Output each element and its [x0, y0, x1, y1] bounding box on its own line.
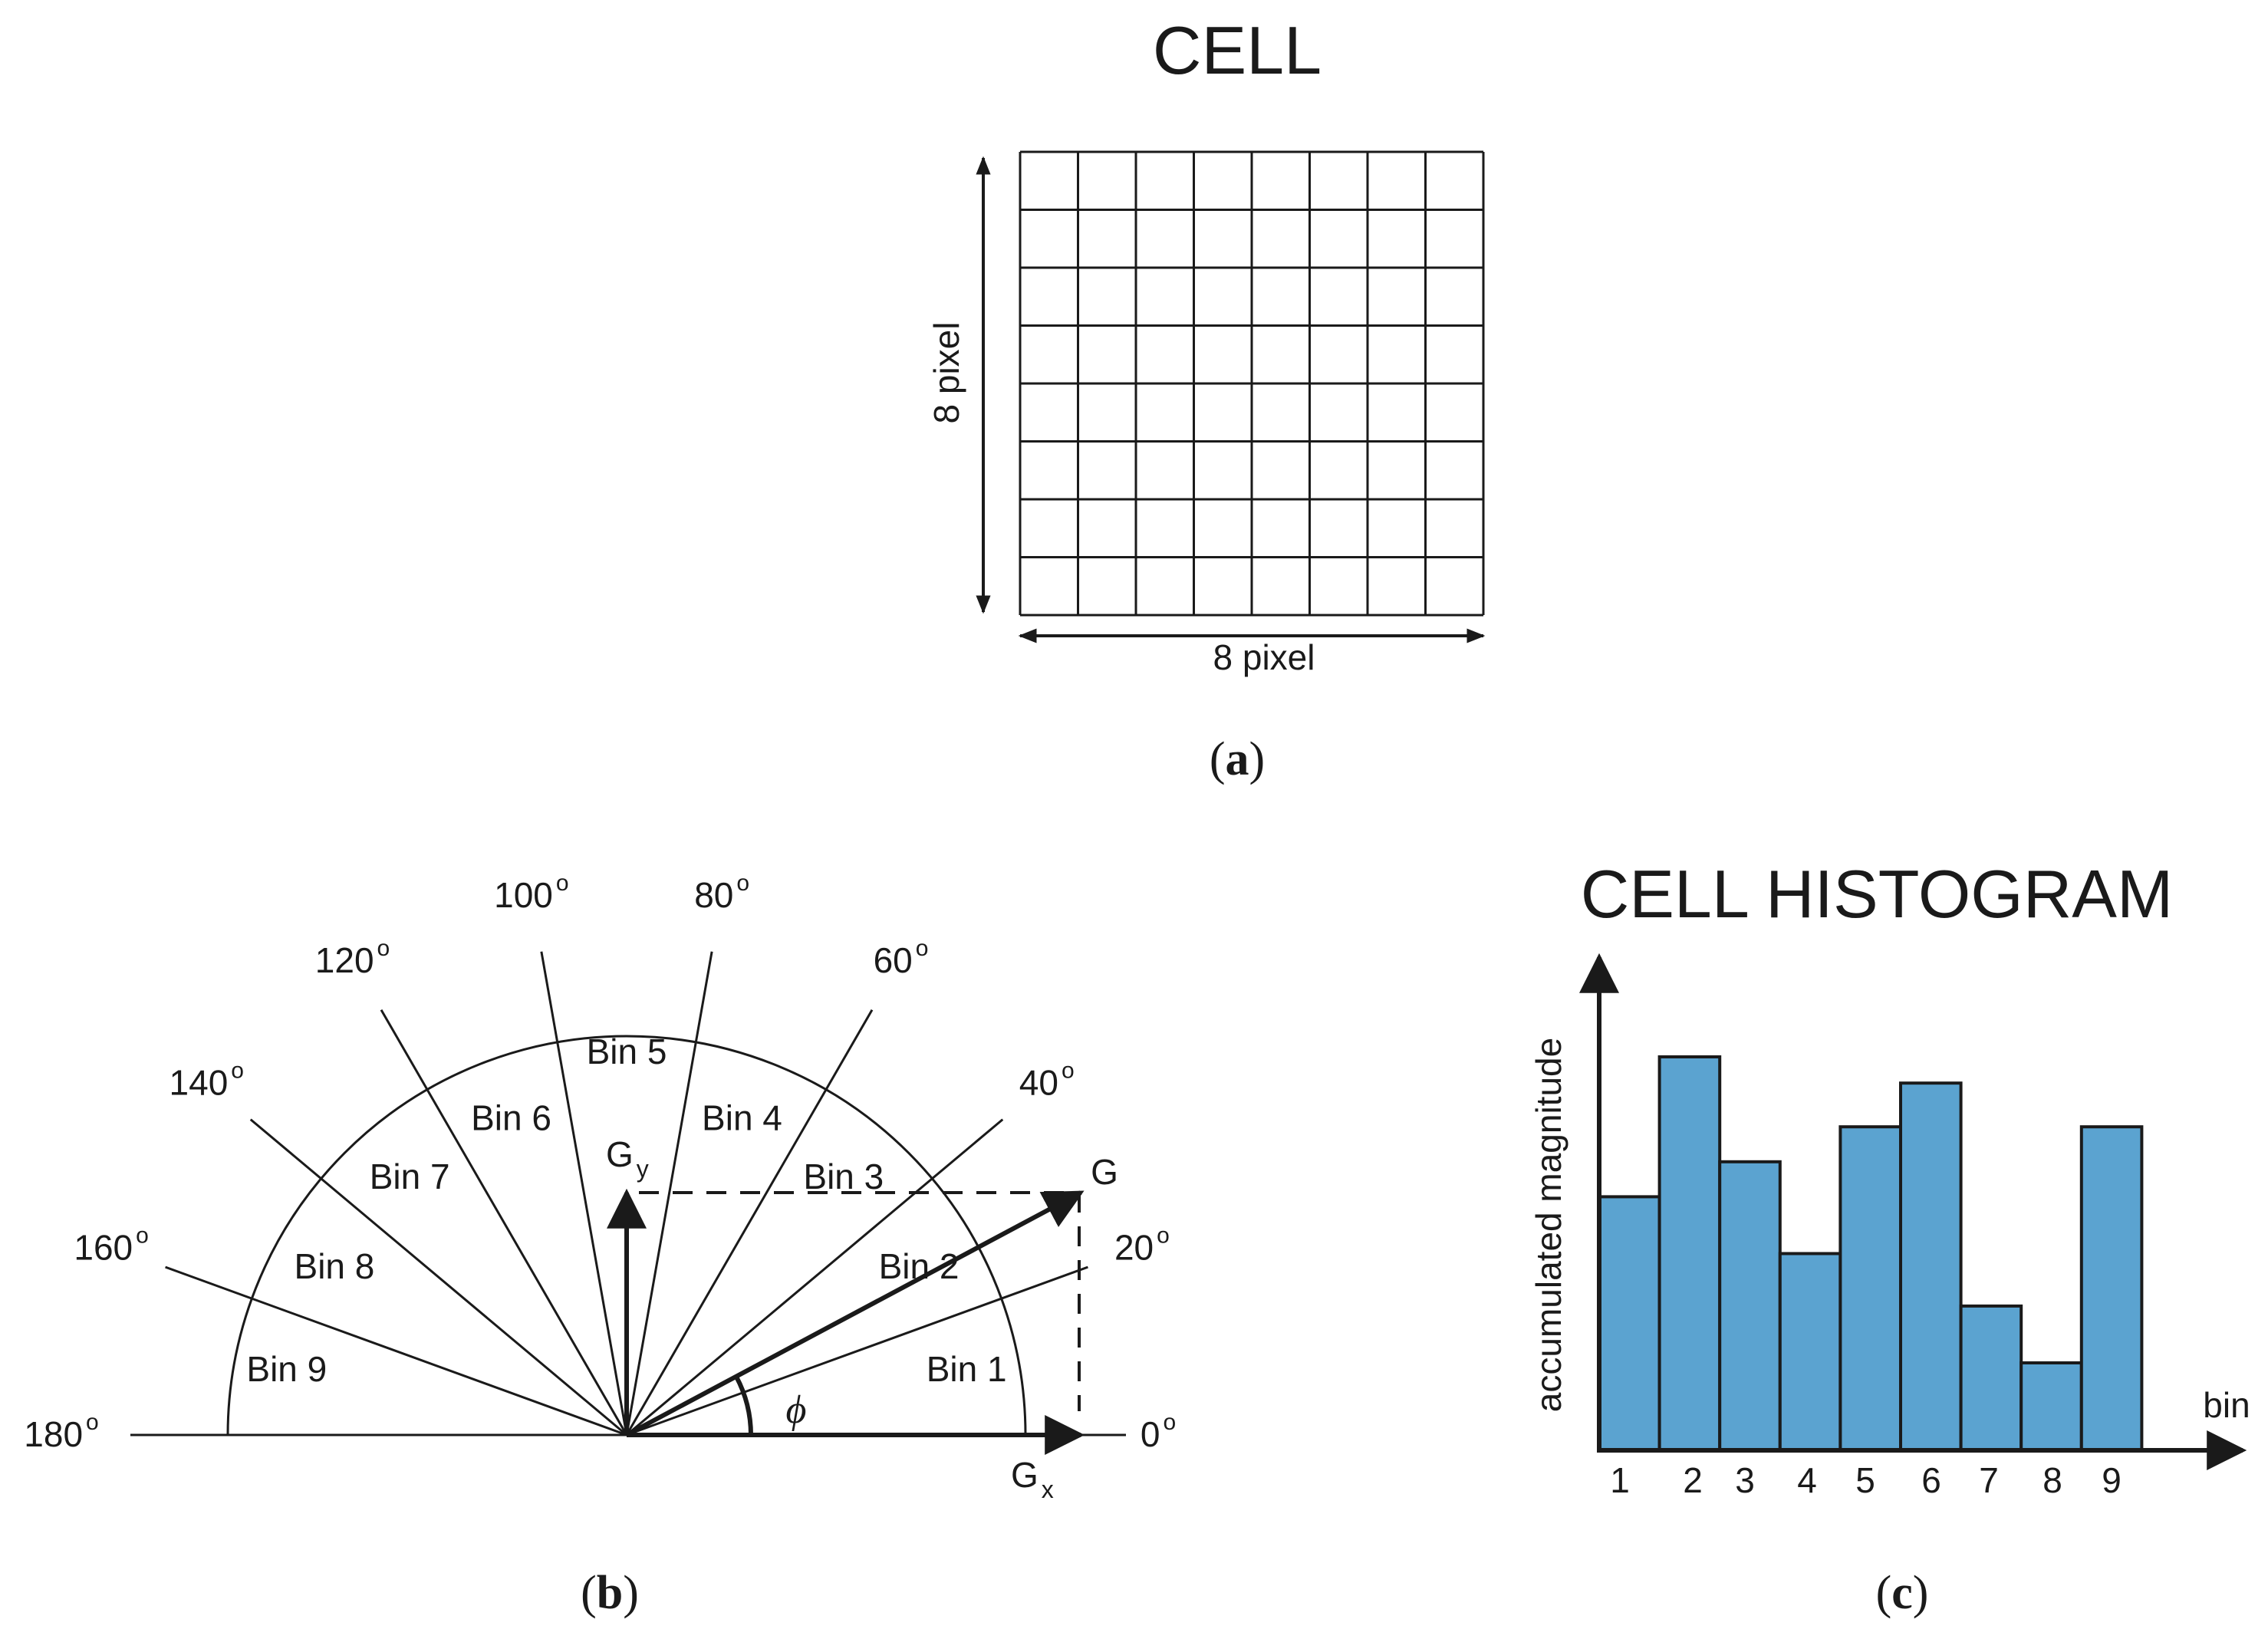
histogram-bar-3	[1718, 1160, 1782, 1453]
panel-c: CELL HISTOGRAM accumulated magnitude bin…	[1529, 856, 2250, 1619]
histogram-bar-8	[2019, 1361, 2083, 1452]
angle-labels: 180 o 160 o 140 o 120 o 100 o 80 o 60 o 40 o 20 o 0 o	[24, 870, 1176, 1454]
x-axis-label: bin	[2203, 1385, 2250, 1425]
caption-c: (c)	[1876, 1567, 1929, 1619]
gradient-arrow	[625, 1190, 1085, 1437]
angle-label-20: 20 o	[1114, 1223, 1170, 1267]
bin-label-7: Bin 7	[370, 1157, 450, 1196]
histogram-bar-9	[2079, 1125, 2144, 1452]
bin-tick-label-7: 7	[1979, 1460, 1999, 1500]
angle-label-80: 80 o	[694, 870, 749, 915]
bin-label-6: Bin 6	[471, 1098, 551, 1138]
histogram-bar-2	[1657, 1055, 1722, 1452]
histogram-bar-5	[1838, 1125, 1902, 1452]
bin-tick-label-3: 3	[1735, 1460, 1755, 1500]
bin-label-9: Bin 9	[246, 1349, 327, 1389]
panel-a: CELL 8 pixel 8 pixel (a)	[927, 12, 1486, 785]
phi-label: ϕ	[786, 1388, 807, 1432]
bin-label-1: Bin 1	[927, 1349, 1007, 1389]
gradient-label: G	[1091, 1152, 1118, 1192]
histogram-bar-4	[1778, 1252, 1842, 1452]
histogram-title: CELL HISTOGRAM	[1581, 856, 2174, 932]
cell-title: CELL	[1153, 12, 1322, 88]
orientation-semicircle	[226, 1035, 1027, 1436]
histogram-bar-6	[1899, 1081, 1963, 1452]
bin-tick-label-2: 2	[1683, 1460, 1703, 1500]
y-axis-label: accumulated magnitude	[1529, 1038, 1569, 1412]
phi-arc	[734, 1375, 753, 1436]
histogram-bar-7	[1959, 1304, 2023, 1453]
angle-label-40: 40 o	[1019, 1058, 1075, 1102]
angle-label-100: 100 o	[494, 870, 568, 915]
bin-label-8: Bin 8	[295, 1246, 375, 1286]
bin-tick-label-5: 5	[1855, 1460, 1875, 1500]
angle-ray-80	[625, 951, 713, 1436]
width-label: 8 pixel	[1213, 637, 1315, 677]
bin-tick-label-6: 6	[1921, 1460, 1941, 1500]
histogram-bars	[1598, 1055, 2144, 1453]
angle-ray-140	[249, 1118, 627, 1436]
bin-tick-label-8: 8	[2043, 1460, 2062, 1500]
angle-rays	[165, 951, 1088, 1436]
angle-label-140: 140 o	[170, 1058, 244, 1102]
histogram-bar-1	[1598, 1195, 1661, 1453]
bin-tick-label-1: 1	[1610, 1460, 1630, 1500]
bin-tick-label-4: 4	[1797, 1460, 1817, 1500]
angle-ray-120	[380, 1009, 628, 1436]
angle-ray-20	[626, 1265, 1088, 1436]
angle-ray-100	[540, 951, 628, 1436]
panel-b: 180 o 160 o 140 o 120 o 100 o 80 o 60 o 40 o 20 o 0 o Bin 1…	[24, 870, 1176, 1619]
angle-ray-160	[165, 1265, 627, 1436]
bin-label-3: Bin 3	[803, 1157, 884, 1196]
angle-ray-40	[626, 1118, 1004, 1436]
angle-ray-60	[625, 1009, 874, 1436]
caption-a: (a)	[1210, 733, 1265, 785]
angle-label-120: 120 o	[315, 936, 390, 980]
angle-label-180: 180 o	[24, 1410, 98, 1454]
cell-grid	[1019, 150, 1485, 617]
height-label: 8 pixel	[927, 322, 966, 424]
bin-label-4: Bin 4	[702, 1098, 782, 1138]
angle-label-160: 160 o	[74, 1223, 148, 1267]
bin-label-5: Bin 5	[587, 1032, 667, 1071]
angle-label-60: 60 o	[874, 936, 929, 980]
caption-b: (b)	[581, 1567, 639, 1619]
bin-tick-label-9: 9	[2102, 1460, 2122, 1500]
